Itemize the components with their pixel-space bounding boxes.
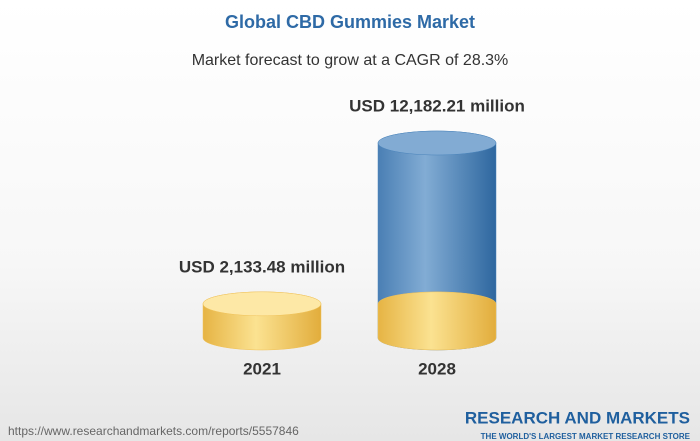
brand-tagline: THE WORLD'S LARGEST MARKET RESEARCH STOR… — [481, 432, 691, 441]
value-label: USD 2,133.48 million — [179, 257, 345, 276]
brand-logo: RESEARCH AND MARKETS — [465, 408, 690, 427]
x-tick-label: 2028 — [418, 359, 456, 378]
source-url: https://www.researchandmarkets.com/repor… — [8, 424, 299, 438]
x-tick-label: 2021 — [243, 359, 281, 378]
chart-title: Global CBD Gummies Market — [225, 12, 475, 32]
value-label: USD 12,182.21 million — [349, 96, 525, 115]
cylinder-base — [377, 291, 497, 351]
cylinder-top — [377, 130, 497, 156]
chart-subtitle: Market forecast to grow at a CAGR of 28.… — [192, 52, 509, 69]
cylinder-top — [202, 291, 322, 317]
